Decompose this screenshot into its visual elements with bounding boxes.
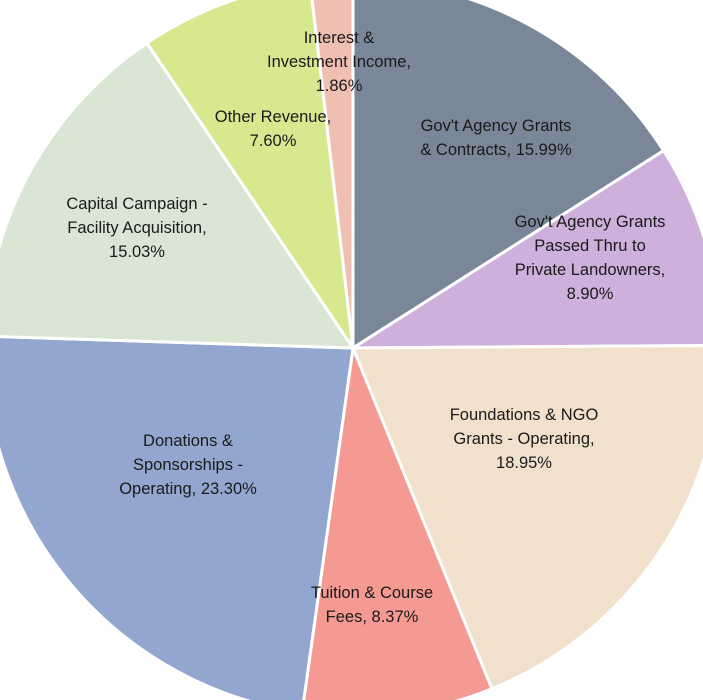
slice-label-line: Sponsorships - [133,456,243,474]
slice-label-line: Operating, 23.30% [119,480,257,498]
slice-label-line: Tuition & Course [311,584,433,602]
slice-label-line: Interest & [304,29,375,47]
pie-slice-8 [310,0,355,349]
slice-label-3: Foundations & NGO Grants - Operating, 18.9… [450,406,599,472]
slice-label-line: Gov't Agency Grants [515,213,666,231]
slice-label-line: 7.60% [250,132,297,150]
pie-slice-5 [0,335,355,700]
pie-slice-4 [302,342,494,700]
slice-label-line: Foundations & NGO [450,406,599,424]
slice-label-line: Other Revenue, [215,108,331,126]
slice-label-5: Donations & Sponsorships - Operating, 23.3… [119,432,257,498]
slice-label-line: 8.90% [567,285,614,303]
slice-label-8: Interest & Investment Income, 1.86% [267,29,411,95]
slice-label-1: Gov't Agency Grants & Contracts, 15.99% [420,117,572,159]
slice-label-6: Capital Campaign - Facility Acquisition, 1… [66,195,207,261]
slice-label-line: Private Landowners, [515,261,665,279]
slice-label-line: Grants - Operating, [453,430,594,448]
slice-label-4: Tuition & Course Fees, 8.37% [311,584,433,626]
slice-label-line: & Contracts, 15.99% [420,141,572,159]
slice-label-line: Investment Income, [267,53,411,71]
pie-slice-6 [0,41,356,350]
pie-slice-2 [347,148,703,350]
slice-label-line: Fees, 8.37% [326,608,419,626]
pie-slice-7 [144,0,355,349]
slice-label-line: 18.95% [496,454,552,472]
slice-label-line: Facility Acquisition, [67,219,206,237]
pie-slice-1 [351,0,666,351]
slice-label-line: Capital Campaign - [66,195,207,213]
slice-label-line: 1.86% [316,77,363,95]
slice-label-line: Donations & [143,432,233,450]
slice-label-2: Gov't Agency Grants Passed Thru to Private… [515,213,666,303]
slice-label-7: Other Revenue, 7.60% [215,108,331,150]
pie-labels: Gov't Agency Grants & Contracts, 15.99%Go… [66,29,665,626]
slice-label-line: Passed Thru to [534,237,646,255]
pie-slice-3 [350,344,703,691]
slice-label-line: 15.03% [109,243,165,261]
slice-label-line: Gov't Agency Grants [421,117,572,135]
